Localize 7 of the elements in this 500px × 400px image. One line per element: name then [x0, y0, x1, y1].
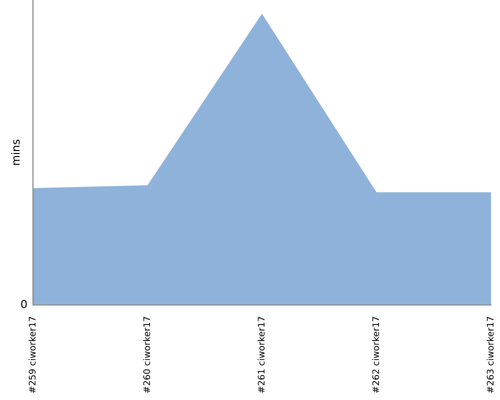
x-tick-label: #263 ciworker17	[486, 316, 494, 393]
text: 0	[21, 300, 27, 308]
x-tick-label: #262 ciworker17	[372, 316, 380, 393]
x-tick-label: #259 ciworker17	[28, 316, 36, 393]
y-axis-title: mins	[11, 140, 20, 165]
x-tick-label: #260 ciworker17	[143, 316, 150, 393]
x-tick-label: #261 ciworker17	[258, 316, 265, 393]
